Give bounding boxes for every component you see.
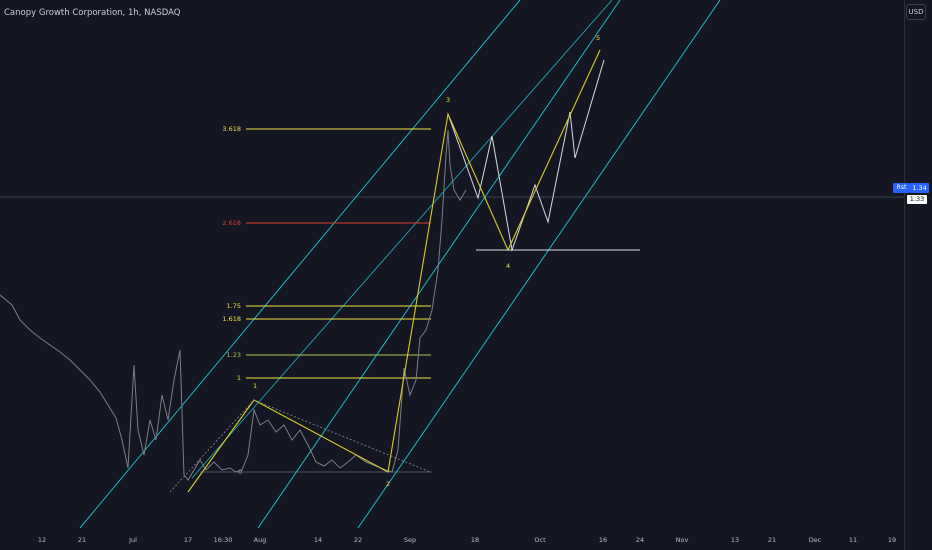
time-tick-label: 17 [184, 536, 192, 544]
price-series [0, 129, 467, 481]
time-tick-label: 16 [599, 536, 607, 544]
elliott-wave-path [187, 49, 601, 493]
chart-title: Canopy Growth Corporation, 1h, NASDAQ [4, 8, 181, 18]
fib-label: 1.618 [222, 315, 241, 323]
time-tick-label: 14 [314, 536, 322, 544]
reset-badge[interactable]: Rst [893, 183, 910, 193]
price-line-badge: 1.33 [907, 195, 927, 204]
time-tick-label: 18 [471, 536, 479, 544]
time-tick-label: Sep [404, 536, 416, 544]
wave-label-2: 2 [386, 480, 390, 488]
wave-dotted [169, 399, 431, 493]
time-tick-label: 22 [354, 536, 362, 544]
time-tick-label: 19 [888, 536, 896, 544]
channel-upper [257, 0, 621, 528]
currency-button[interactable]: USD [906, 4, 926, 20]
time-tick-label: 21 [78, 536, 86, 544]
channel-lines [79, 0, 721, 528]
time-tick-label: Aug [254, 536, 267, 544]
channel-top [79, 0, 521, 528]
fib-label: 1.23 [227, 351, 241, 359]
time-axis: 12 21 Jul 17 16:30 Aug 14 22 Sep 18 Oct 16 24 Nov 13 21… [38, 536, 896, 544]
time-tick-label: 21 [768, 536, 776, 544]
time-tick-label: 12 [38, 536, 46, 544]
time-tick-label: Oct [534, 536, 546, 544]
wave-labels: 1 2 3 4 5 [253, 34, 600, 488]
fib-label: 2.618 [222, 219, 241, 227]
wave-label-1: 1 [253, 382, 257, 390]
time-tick-label: Nov [676, 536, 689, 544]
wave-label-4: 4 [506, 262, 510, 270]
time-tick-label: 13 [731, 536, 739, 544]
channel-middle [191, 0, 613, 479]
fib-label: 1.75 [227, 302, 241, 310]
fib-label: 3.618 [222, 125, 241, 133]
time-tick-label: 24 [636, 536, 644, 544]
projection-path [447, 59, 605, 252]
fib-label: 1 [237, 374, 241, 382]
time-tick-label: Dec [809, 536, 822, 544]
price-axis-border [904, 0, 905, 550]
time-tick-label: 16:30 [214, 536, 233, 544]
time-tick-label: 11 [849, 536, 857, 544]
last-price-badge: 1.34 [910, 183, 929, 193]
wave-label-3: 3 [446, 96, 450, 104]
channel-lower [357, 0, 721, 528]
wave-label-5: 5 [596, 34, 600, 42]
time-tick-label: Jul [128, 536, 137, 544]
